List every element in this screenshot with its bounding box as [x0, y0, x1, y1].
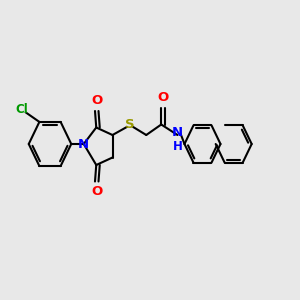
Text: H: H	[172, 140, 182, 153]
Text: O: O	[158, 92, 169, 104]
Text: S: S	[125, 118, 135, 131]
Text: O: O	[91, 185, 102, 198]
Text: Cl: Cl	[16, 103, 28, 116]
Text: O: O	[91, 94, 102, 107]
Text: N: N	[78, 137, 89, 151]
Text: N: N	[172, 126, 183, 139]
